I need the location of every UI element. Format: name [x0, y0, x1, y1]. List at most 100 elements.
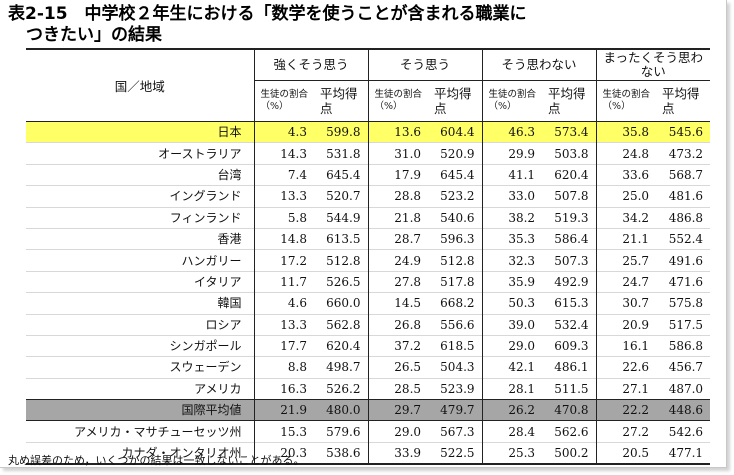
average-score-cell: 540.6: [426, 206, 483, 229]
country-name: アメリカ・マサチューセッツ州: [26, 420, 254, 443]
country-name: スウェーデン: [26, 356, 254, 379]
table-row: 台湾 7.4 645.4 17.9 645.4 41.1 620.4 33.6 568.7: [26, 163, 711, 186]
student-pct-cell: 14.3: [253, 142, 312, 165]
student-pct-cell: 22.2: [595, 399, 655, 422]
country-name: 日本: [26, 120, 254, 143]
avg-header: 平均得点: [662, 86, 700, 116]
country-name: ロシア: [26, 313, 254, 336]
average-score-cell: 448.6: [654, 399, 711, 422]
student-pct-cell: 4.6: [253, 292, 312, 315]
student-pct-cell: 32.3: [481, 249, 541, 272]
student-pct-cell: 35.3: [481, 227, 541, 250]
student-pct-cell: 17.9: [367, 163, 427, 186]
average-score-cell: 456.7: [654, 356, 711, 379]
average-score-cell: 562.6: [540, 420, 597, 443]
average-score-cell: 531.8: [312, 142, 369, 165]
student-pct-cell: 28.7: [367, 227, 427, 250]
average-score-cell: 507.8: [540, 185, 597, 208]
student-pct-cell: 50.3: [481, 292, 541, 315]
average-score-cell: 586.4: [540, 227, 597, 250]
student-pct-cell: 42.1: [481, 356, 541, 379]
average-score-cell: 545.6: [654, 120, 711, 143]
student-pct-cell: 39.0: [481, 313, 541, 336]
avg-header: 平均得点: [434, 86, 472, 116]
country-name: 香港: [26, 227, 254, 250]
average-score-cell: 526.2: [312, 377, 369, 400]
table-row: 韓国 4.6 660.0 14.5 668.2 50.3 615.3 30.7 575.8: [26, 292, 711, 315]
average-score-cell: 492.9: [540, 270, 597, 293]
group-header-strongly-disagree: まったくそう思わ ない: [595, 48, 711, 81]
average-score-cell: 511.5: [540, 377, 597, 400]
student-pct-cell: 7.4: [253, 163, 312, 186]
student-pct-cell: 46.3: [481, 120, 541, 143]
table-row: 香港 14.8 613.5 28.7 596.3 35.3 586.4 21.1 552.4: [26, 227, 711, 250]
country-name: 台湾: [26, 163, 254, 186]
country-name: イングランド: [26, 185, 254, 208]
student-pct-cell: 13.6: [367, 120, 427, 143]
avg-header: 平均得点: [548, 86, 586, 116]
average-score-cell: 471.6: [654, 270, 711, 293]
title-line-2: つきたい」の結果: [26, 25, 162, 45]
country-name: イタリア: [26, 270, 254, 293]
student-pct-cell: 37.2: [367, 334, 427, 357]
average-score-cell: 645.4: [426, 163, 483, 186]
average-score-cell: 491.6: [654, 249, 711, 272]
table-row: イングランド 13.3 520.7 28.8 523.2 33.0 507.8 25.0 481…: [26, 185, 711, 208]
average-score-cell: 520.9: [426, 142, 483, 165]
country-name: カナダ・オンタリオ州: [26, 441, 254, 466]
table-row: 日本 4.3 599.8 13.6 604.4 46.3 573.4 35.8 545.6: [26, 120, 711, 143]
average-score-cell: 596.3: [426, 227, 483, 250]
country-name: 韓国: [26, 292, 254, 315]
average-score-cell: 520.7: [312, 185, 369, 208]
table-row: オーストラリア 14.3 531.8 31.0 520.9 29.9 503.8 24.8 47…: [26, 142, 711, 165]
table-row: フィンランド 5.8 544.9 21.8 540.6 38.2 519.3 34.2 486.…: [26, 206, 711, 229]
student-pct-cell: 20.9: [595, 313, 655, 336]
student-pct-cell: 27.1: [595, 377, 655, 400]
footnote: 丸め誤差のため，いくつかの結果は一致しないことがある。: [8, 454, 305, 467]
table-row: イタリア 11.7 526.5 27.8 517.8 35.9 492.9 24.7 471.6: [26, 270, 711, 293]
student-pct-cell: 33.6: [595, 163, 655, 186]
student-pct-cell: 29.0: [367, 420, 427, 443]
average-score-cell: 532.4: [540, 313, 597, 336]
student-pct-cell: 30.7: [595, 292, 655, 315]
student-pct-cell: 29.9: [481, 142, 541, 165]
student-pct-cell: 20.5: [595, 441, 655, 466]
average-score-cell: 567.3: [426, 420, 483, 443]
average-score-cell: 615.3: [540, 292, 597, 315]
group-header-agree: そう思う: [367, 48, 483, 81]
average-score-cell: 500.2: [540, 441, 597, 466]
average-score-cell: 579.6: [312, 420, 369, 443]
student-pct-cell: 28.4: [481, 420, 541, 443]
average-score-cell: 481.6: [654, 185, 711, 208]
pct-header: 生徒の割合（%）: [595, 80, 655, 122]
average-score-cell: 645.4: [312, 163, 369, 186]
average-score-cell: 538.6: [312, 441, 369, 466]
average-score-cell: 498.7: [312, 356, 369, 379]
student-pct-cell: 33.0: [481, 185, 541, 208]
average-score-cell: 512.8: [312, 249, 369, 272]
student-pct-cell: 13.3: [253, 313, 312, 336]
student-pct-cell: 14.8: [253, 227, 312, 250]
average-score-cell: 470.8: [540, 399, 597, 422]
group-header-strongly-disagree-label: まったくそう思わ ない: [603, 50, 704, 79]
average-score-cell: 487.0: [654, 377, 711, 400]
average-score-cell: 522.5: [426, 441, 483, 466]
country-name: シンガポール: [26, 334, 254, 357]
average-score-cell: 479.7: [426, 399, 483, 422]
student-pct-cell: 21.1: [595, 227, 655, 250]
student-pct-cell: 41.1: [481, 163, 541, 186]
student-pct-cell: 17.7: [253, 334, 312, 357]
student-pct-cell: 21.9: [253, 399, 312, 422]
student-pct-cell: 29.0: [481, 334, 541, 357]
average-score-cell: 586.8: [654, 334, 711, 357]
student-pct-cell: 26.8: [367, 313, 427, 336]
country-name: 国際平均値: [26, 399, 254, 422]
average-score-cell: 503.8: [540, 142, 597, 165]
student-pct-cell: 20.3: [253, 441, 312, 466]
country-header: 国／地域: [26, 48, 254, 122]
table-row: スウェーデン 8.8 498.7 26.5 504.3 42.1 486.1 22.6 456.…: [26, 356, 711, 379]
student-pct-cell: 4.3: [253, 120, 312, 143]
pct-header: 生徒の割合（%）: [253, 80, 312, 122]
average-score-cell: 556.6: [426, 313, 483, 336]
table-title: 表2-15 中学校２年生における「数学を使うことが含まれる職業に つきたい」の結…: [8, 4, 527, 46]
